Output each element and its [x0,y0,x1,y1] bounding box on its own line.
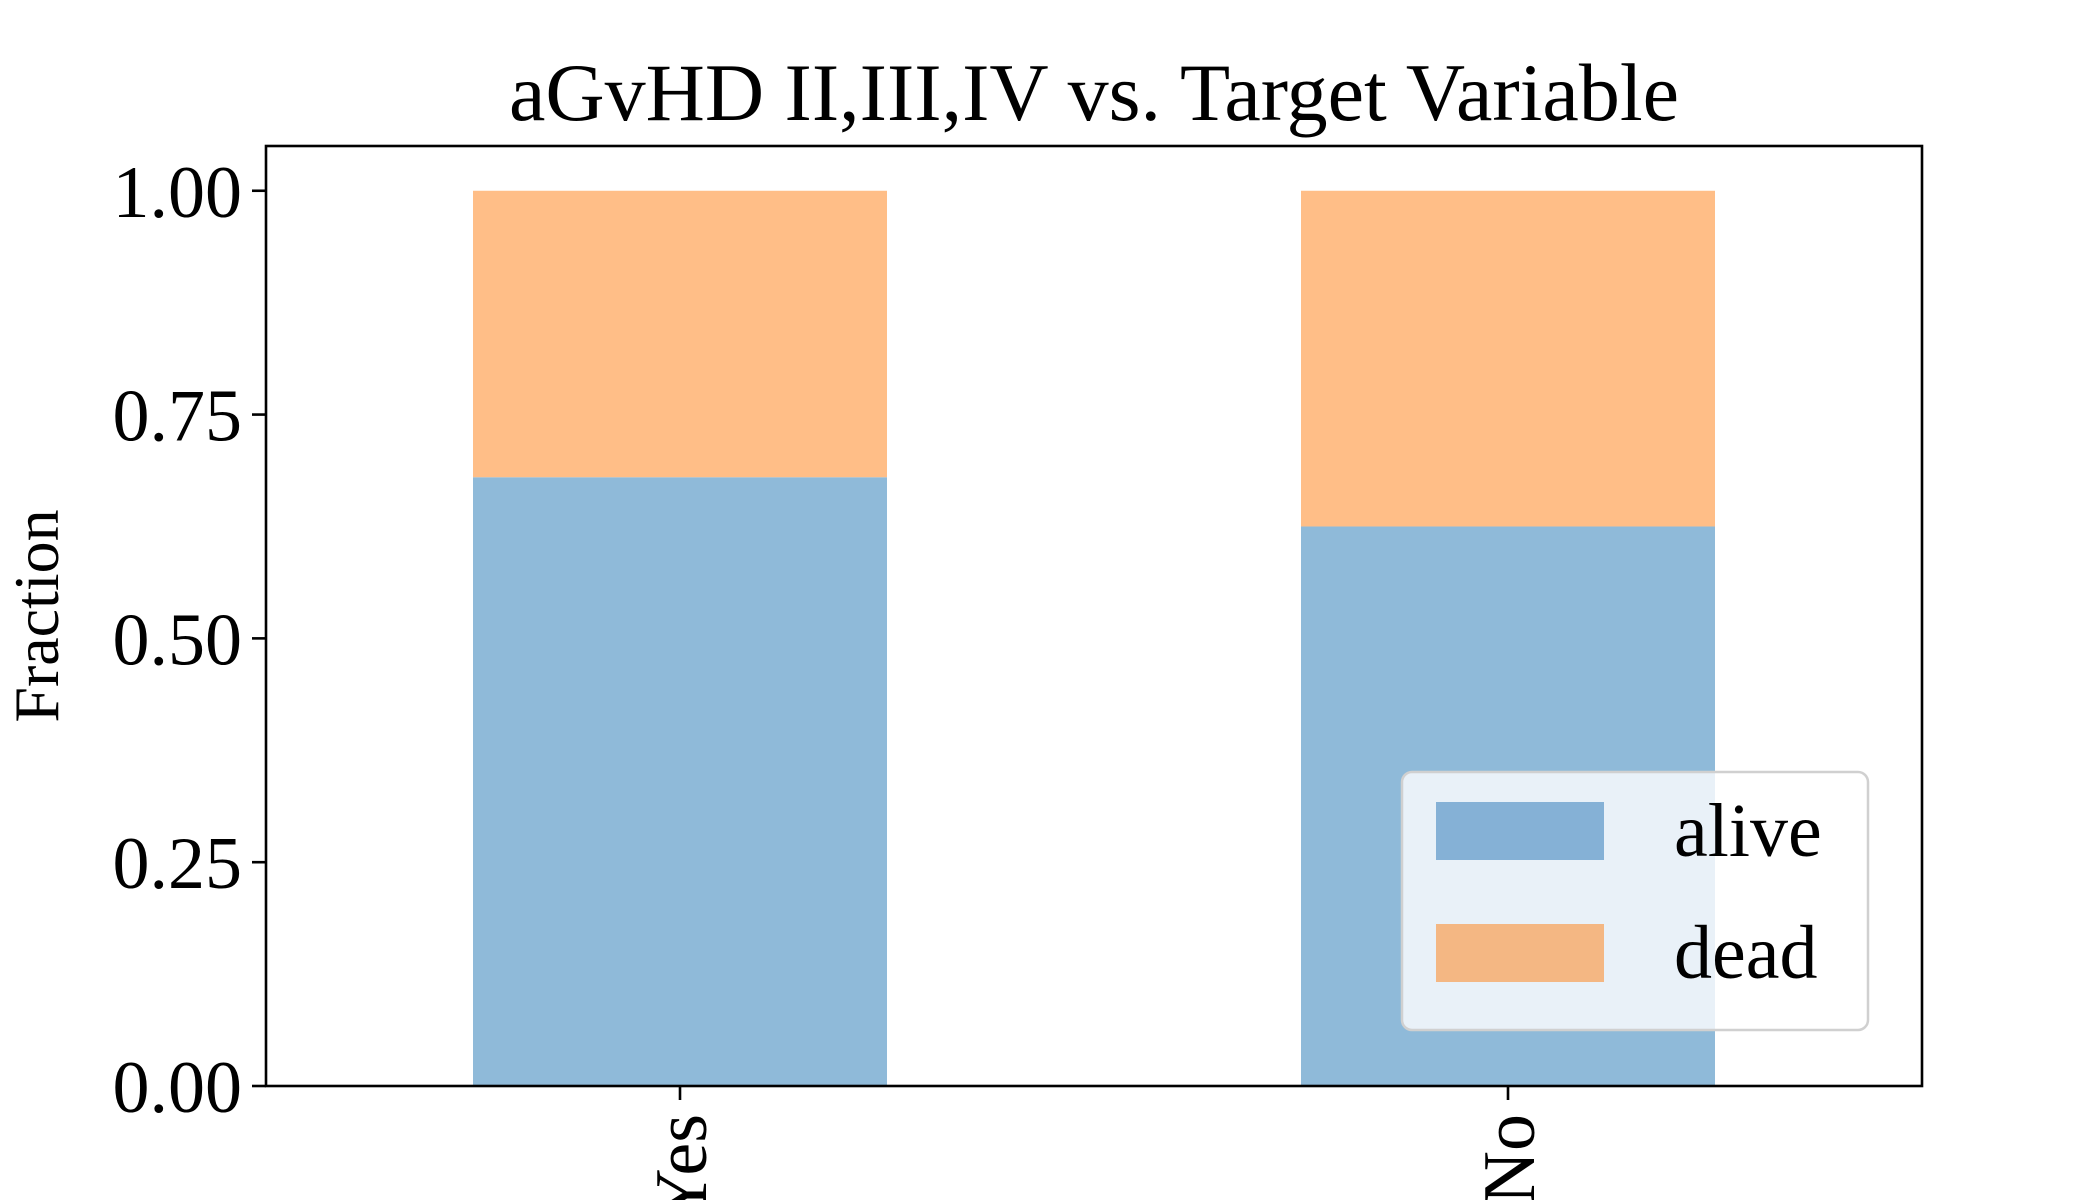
y-tick-label: 0.25 [113,823,243,905]
y-tick-label: 0.00 [113,1047,243,1129]
y-tick-label: 1.00 [113,152,243,234]
chart-title: aGvHD II,III,IV vs. Target Variable [509,47,1679,138]
legend-label-dead: dead [1674,911,1817,995]
y-axis-label: Fraction [1,509,72,722]
legend-swatch-alive [1436,802,1604,860]
axes-layer: 0.00 0.25 0.50 0.75 1.00 Yes No [113,144,1924,1200]
x-tick-label-no: No [1469,1114,1551,1200]
x-tick-label-yes: Yes [641,1114,723,1200]
y-tick-label: 0.50 [113,599,243,681]
legend-swatch-dead [1436,924,1604,982]
y-tick-label: 0.75 [113,376,243,458]
legend-label-alive: alive [1674,789,1822,873]
plot-frame [264,144,1924,1088]
bar-dead-yes [473,190,887,478]
bar-alive-yes [473,477,887,1086]
bar-dead-no [1301,190,1715,527]
legend: alive dead [1400,770,1870,1032]
